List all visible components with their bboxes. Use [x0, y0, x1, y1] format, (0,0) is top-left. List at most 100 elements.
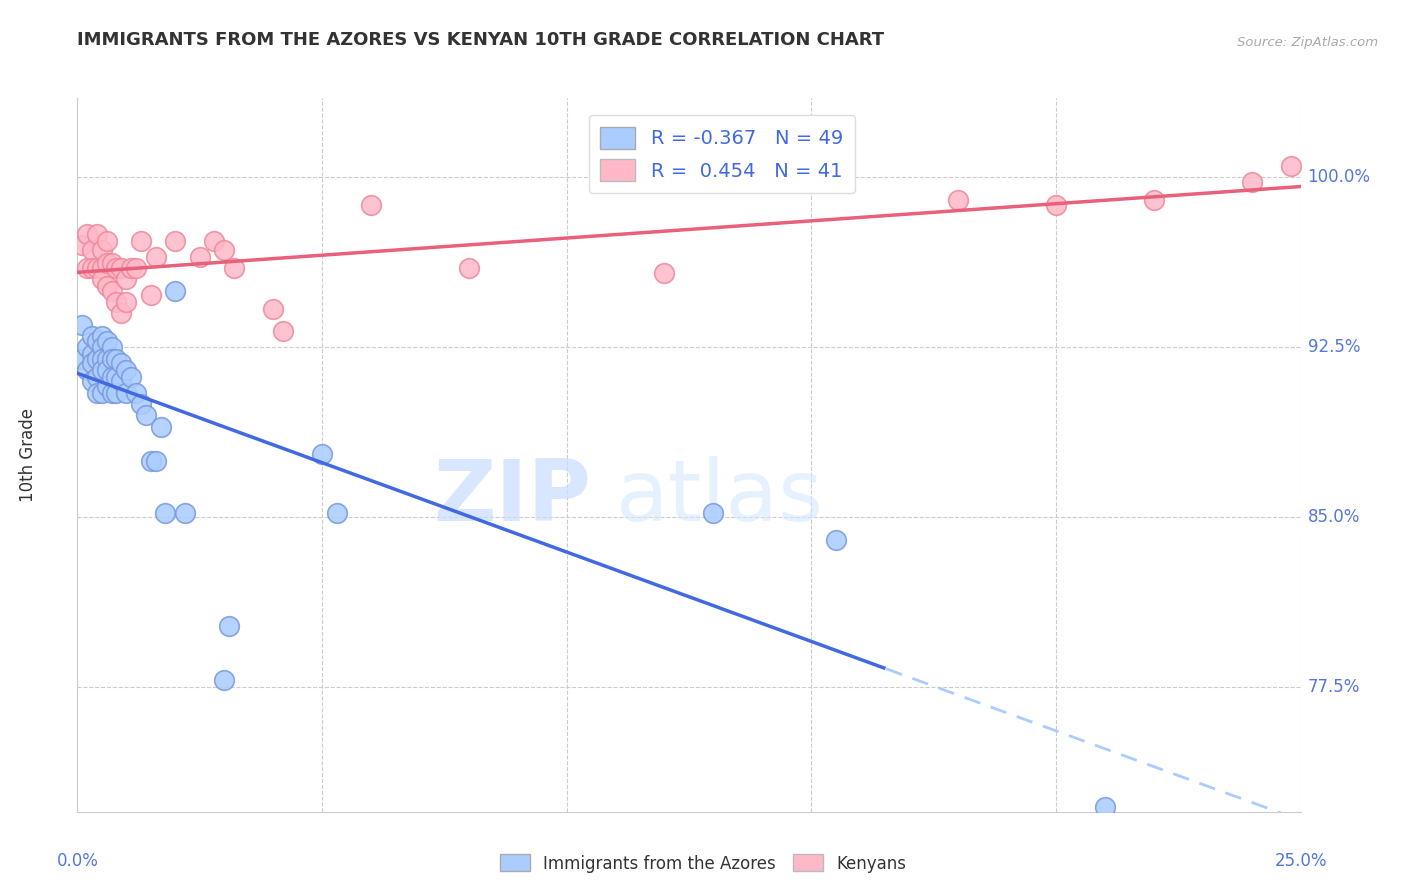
Point — [360, 197, 382, 211]
Point — [110, 374, 132, 388]
Point — [1094, 800, 1116, 814]
Text: 0.0%: 0.0% — [56, 852, 98, 870]
Point — [105, 351, 128, 366]
Point — [222, 260, 245, 275]
Point — [80, 356, 103, 370]
Point — [96, 363, 118, 377]
Point — [90, 385, 112, 400]
Point — [110, 260, 132, 275]
Point — [96, 234, 118, 248]
Point — [90, 351, 112, 366]
Point — [90, 260, 112, 275]
Point — [80, 243, 103, 257]
Point — [262, 301, 284, 316]
Point — [90, 272, 112, 286]
Point — [457, 260, 479, 275]
Point — [1279, 159, 1302, 173]
Point — [139, 453, 162, 467]
Point — [90, 340, 112, 354]
Text: 92.5%: 92.5% — [1308, 338, 1360, 356]
Point — [135, 409, 157, 423]
Point — [115, 295, 138, 310]
Point — [105, 260, 128, 275]
Text: 77.5%: 77.5% — [1308, 678, 1360, 696]
Text: Source: ZipAtlas.com: Source: ZipAtlas.com — [1237, 36, 1378, 49]
Point — [76, 260, 98, 275]
Point — [145, 250, 167, 264]
Point — [86, 227, 108, 241]
Point — [70, 351, 93, 366]
Point — [80, 329, 103, 343]
Point — [76, 227, 98, 241]
Point — [946, 193, 969, 207]
Point — [100, 256, 122, 270]
Point — [80, 374, 103, 388]
Point — [325, 506, 347, 520]
Point — [120, 369, 142, 384]
Point — [188, 250, 211, 264]
Point — [110, 356, 132, 370]
Point — [96, 379, 118, 393]
Text: atlas: atlas — [616, 456, 824, 540]
Point — [90, 329, 112, 343]
Point — [90, 243, 112, 257]
Point — [105, 385, 128, 400]
Text: 100.0%: 100.0% — [1308, 169, 1371, 186]
Point — [100, 284, 122, 298]
Point — [824, 533, 846, 547]
Point — [86, 385, 108, 400]
Point — [212, 673, 235, 688]
Text: IMMIGRANTS FROM THE AZORES VS KENYAN 10TH GRADE CORRELATION CHART: IMMIGRANTS FROM THE AZORES VS KENYAN 10T… — [77, 31, 884, 49]
Point — [96, 351, 118, 366]
Point — [165, 284, 187, 298]
Point — [174, 506, 197, 520]
Point — [129, 397, 152, 411]
Point — [218, 619, 240, 633]
Legend: Immigrants from the Azores, Kenyans: Immigrants from the Azores, Kenyans — [494, 847, 912, 880]
Point — [115, 272, 138, 286]
Point — [105, 295, 128, 310]
Point — [100, 385, 122, 400]
Legend: R = -0.367   N = 49, R =  0.454   N = 41: R = -0.367 N = 49, R = 0.454 N = 41 — [589, 115, 855, 193]
Point — [96, 256, 118, 270]
Point — [100, 351, 122, 366]
Point — [145, 453, 167, 467]
Point — [70, 238, 93, 252]
Point — [96, 279, 118, 293]
Point — [1240, 175, 1263, 189]
Point — [139, 288, 162, 302]
Point — [115, 363, 138, 377]
Point — [149, 419, 172, 434]
Point — [96, 334, 118, 348]
Point — [70, 318, 93, 332]
Point — [120, 260, 142, 275]
Point — [1045, 197, 1067, 211]
Point — [86, 334, 108, 348]
Point — [129, 234, 152, 248]
Point — [80, 347, 103, 361]
Point — [76, 363, 98, 377]
Point — [86, 351, 108, 366]
Point — [90, 363, 112, 377]
Point — [212, 243, 235, 257]
Text: 85.0%: 85.0% — [1308, 508, 1360, 526]
Point — [202, 234, 225, 248]
Point — [115, 385, 138, 400]
Point — [702, 506, 724, 520]
Point — [311, 447, 333, 461]
Point — [86, 260, 108, 275]
Text: 10th Grade: 10th Grade — [20, 408, 37, 502]
Point — [271, 325, 294, 339]
Point — [125, 260, 148, 275]
Point — [100, 340, 122, 354]
Point — [80, 260, 103, 275]
Point — [110, 306, 132, 320]
Point — [100, 369, 122, 384]
Text: 25.0%: 25.0% — [1274, 852, 1327, 870]
Text: ZIP: ZIP — [433, 456, 591, 540]
Point — [165, 234, 187, 248]
Point — [654, 266, 676, 280]
Point — [155, 506, 177, 520]
Point — [76, 340, 98, 354]
Point — [86, 369, 108, 384]
